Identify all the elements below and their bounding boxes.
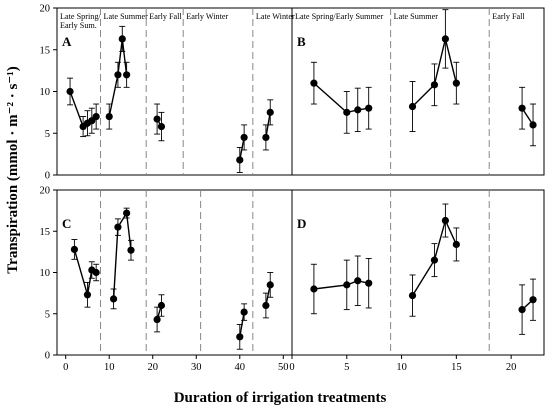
panel-c-data-point bbox=[92, 268, 100, 277]
panel-b-data-point bbox=[430, 81, 439, 89]
panel-c-x-tick-label: 0 bbox=[63, 362, 68, 373]
panel-b-data-point bbox=[408, 102, 417, 111]
panel-c-data-point bbox=[262, 301, 270, 310]
panel-c-data-point bbox=[127, 246, 135, 254]
panel-a-series-line bbox=[239, 137, 245, 161]
panel-a-data-point bbox=[118, 35, 126, 43]
panel-c-x-tick-label: 20 bbox=[147, 362, 158, 373]
x-axis-title: Duration of irrigation treatments bbox=[174, 390, 387, 406]
panel-a-data-point bbox=[66, 87, 74, 96]
panel-c-y-tick-label: 15 bbox=[40, 227, 51, 238]
panel-b-data-point bbox=[343, 108, 351, 116]
panel-b-season-label: Late Spring/Early Summer bbox=[295, 12, 383, 21]
panel-d-data-point bbox=[354, 277, 362, 285]
panel-b-data-point bbox=[529, 121, 537, 129]
panel-b-data-point bbox=[441, 35, 449, 43]
panel-d-series-line bbox=[313, 280, 369, 290]
panel-d-data-point bbox=[365, 279, 373, 287]
panel-d-letter: D bbox=[297, 216, 306, 231]
panel-d-data-point bbox=[430, 256, 439, 264]
panel-d-data-point bbox=[441, 216, 449, 225]
panel-a-y-tick-label: 20 bbox=[40, 4, 51, 15]
panel-c-x-tick-label: 40 bbox=[235, 362, 246, 373]
panel-b-series-line bbox=[412, 38, 457, 107]
panel-d-x-tick-label: 10 bbox=[396, 362, 407, 373]
panel-c-data-point bbox=[236, 333, 244, 341]
panel-c-y-tick-label: 10 bbox=[40, 268, 51, 279]
panel-b-series-line bbox=[313, 82, 369, 114]
panel-c-data-point bbox=[70, 245, 79, 253]
panel-a-data-point bbox=[240, 133, 248, 142]
panel-c-data-point bbox=[266, 281, 274, 289]
panel-c-series-line bbox=[112, 211, 132, 299]
panel-c-y-tick-label: 0 bbox=[45, 351, 50, 362]
panel-c-letter: C bbox=[62, 216, 71, 231]
panel-b-frame bbox=[291, 7, 545, 176]
panel-a-data-point bbox=[92, 112, 100, 121]
panel-a-y-tick-label: 5 bbox=[45, 129, 50, 140]
panel-c-x-tick-label: 30 bbox=[191, 362, 202, 373]
panel-b-data-point bbox=[452, 79, 460, 87]
panel-a-data-point bbox=[105, 112, 113, 121]
panel-d-data-point bbox=[529, 296, 537, 304]
panel-c-data-point bbox=[114, 223, 122, 231]
panel-a-data-point bbox=[114, 71, 122, 79]
panel-b-data-point bbox=[310, 79, 318, 87]
panel-a-data-point bbox=[262, 133, 270, 142]
panel-a-y-tick-label: 0 bbox=[45, 171, 50, 182]
panel-c-x-tick-label: 10 bbox=[104, 362, 115, 373]
panel-d-data-point bbox=[518, 306, 526, 314]
panel-a-season-label: Early Winter bbox=[186, 12, 228, 21]
panel-c-data-point bbox=[109, 295, 118, 303]
panel-b-data-point bbox=[354, 106, 362, 114]
panel-a-series-line bbox=[108, 38, 128, 117]
panel-d-data-point bbox=[343, 281, 351, 289]
panel-a-y-tick-label: 10 bbox=[40, 87, 51, 98]
panel-a-data-point bbox=[266, 108, 274, 116]
panel-c-x-tick-label: 50 bbox=[278, 362, 289, 373]
panel-b-data-point bbox=[365, 104, 373, 112]
panel-b-letter: B bbox=[297, 34, 306, 49]
panel-a-data-point bbox=[153, 115, 161, 123]
panel-d-data-point bbox=[452, 240, 460, 249]
panel-d-x-tick-label: 5 bbox=[344, 362, 349, 373]
panel-a-season-label: Early Fall bbox=[149, 12, 182, 21]
panel-a-data-point bbox=[123, 71, 131, 79]
panel-c-data-point bbox=[83, 291, 92, 299]
panel-a-season-label: Late Spring/ bbox=[60, 12, 101, 21]
panel-c-y-tick-label: 20 bbox=[40, 186, 51, 197]
panel-d-x-tick-label: 15 bbox=[451, 362, 462, 373]
panel-c-data-point bbox=[123, 209, 131, 217]
panel-d-data-point bbox=[310, 285, 318, 293]
panel-a-season-label: Late Summer bbox=[104, 12, 149, 21]
panel-a-frame bbox=[56, 7, 293, 176]
panel-c-data-point bbox=[153, 315, 161, 324]
panel-a-season-label: Late Winter bbox=[256, 12, 295, 21]
panel-b-season-label: Late Summer bbox=[394, 12, 439, 21]
panel-a-data-point bbox=[157, 122, 166, 131]
panel-b-data-point bbox=[518, 104, 526, 112]
panel-d-data-point bbox=[408, 292, 417, 300]
panel-c-y-tick-label: 5 bbox=[45, 309, 50, 320]
panel-d-x-tick-label: 0 bbox=[289, 362, 294, 373]
panel-a-y-tick-label: 15 bbox=[40, 45, 51, 56]
panel-c-data-point bbox=[240, 308, 248, 316]
panel-b-season-label: Early Fall bbox=[492, 12, 525, 21]
panel-d-frame bbox=[291, 189, 545, 356]
panel-c-data-point bbox=[157, 301, 166, 310]
panel-a-season-label: Early Sum. bbox=[60, 21, 97, 30]
panel-d-series-line bbox=[411, 218, 457, 296]
y-axis-title: Transpiration (mmol · m⁻² · s⁻¹) bbox=[5, 66, 21, 273]
panel-a-letter: A bbox=[62, 34, 72, 49]
panel-a-data-point bbox=[236, 156, 244, 164]
panel-d-x-tick-label: 20 bbox=[506, 362, 517, 373]
